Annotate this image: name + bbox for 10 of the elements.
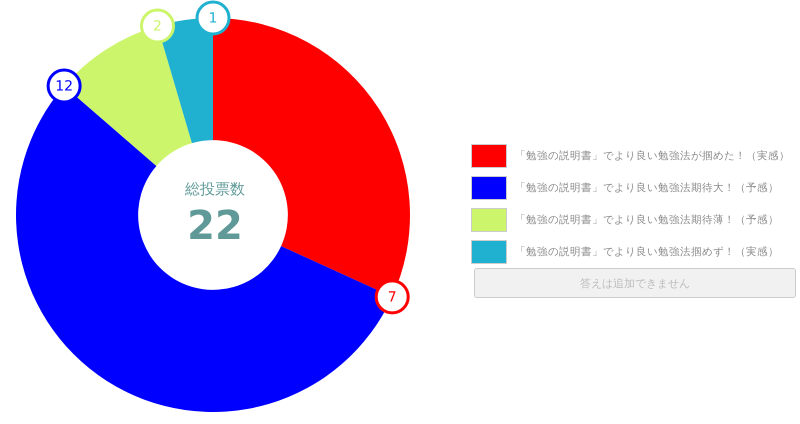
legend-label: 「勉強の説明書」でより良い勉強法掴めず！（実感） <box>515 245 779 259</box>
legend-label: 「勉強の説明書」でより良い勉強法が掴めた！（実感） <box>515 149 790 163</box>
legend-label: 「勉強の説明書」でより良い勉強法期待薄！（予感） <box>515 213 779 227</box>
legend-label: 「勉強の説明書」でより良い勉強法期待大！（予感） <box>515 181 779 195</box>
text: 総投票数 <box>184 180 246 199</box>
data-label: 7 <box>388 289 397 306</box>
data-label: 1 <box>208 10 218 27</box>
data-label: 2 <box>153 18 162 35</box>
data-label: 12 <box>55 78 74 95</box>
text: 22 <box>186 203 244 249</box>
